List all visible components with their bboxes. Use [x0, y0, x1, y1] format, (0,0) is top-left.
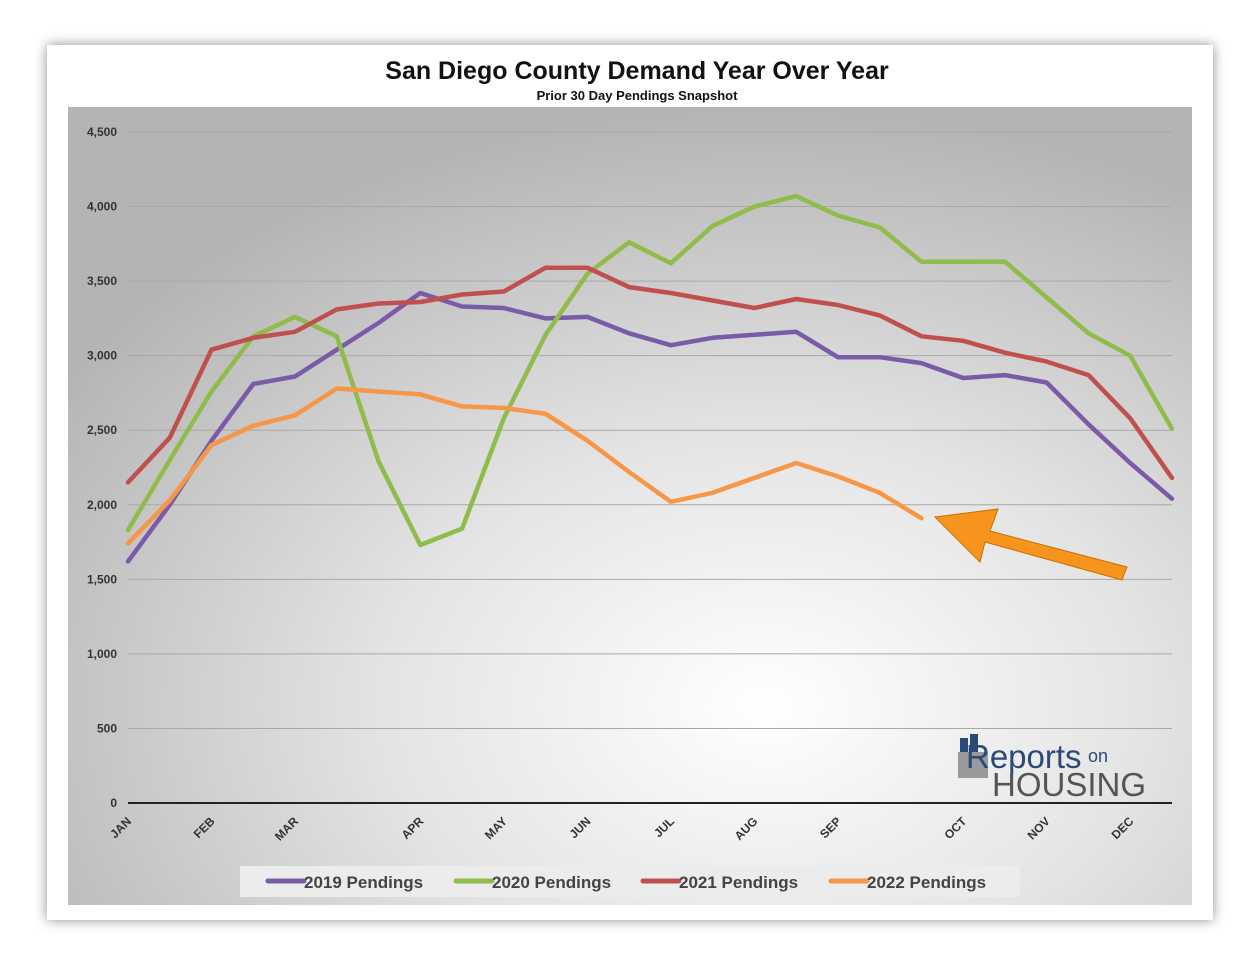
y-tick-label: 2,500	[87, 423, 117, 437]
annotation-arrow	[933, 508, 1128, 581]
y-tick-label: 1,500	[87, 572, 117, 586]
y-tick-label: 500	[97, 721, 117, 735]
logo-bar	[960, 738, 968, 752]
logo: Reports on HOUSING	[958, 734, 1146, 803]
logo-big: HOUSING	[992, 766, 1146, 803]
chart-title: San Diego County Demand Year Over Year	[385, 57, 889, 85]
series-line	[125, 290, 1175, 564]
y-tick-label: 4,500	[87, 125, 117, 139]
chart-subtitle: Prior 30 Day Pendings Snapshot	[537, 88, 738, 103]
lines	[125, 193, 1175, 564]
series-line	[125, 193, 1175, 548]
y-tick-label: 2,000	[87, 498, 117, 512]
legend: 2019 Pendings 2020 Pendings 2021 Pendings 2…	[265, 873, 986, 892]
logo-word: Reports	[966, 738, 1082, 775]
arrow	[933, 508, 1128, 581]
y-tick-label: 4,000	[87, 200, 117, 214]
logo-block	[958, 752, 988, 778]
y-tick-label: 0	[110, 796, 117, 810]
legend-label: 2019 Pendings	[304, 873, 423, 892]
legend-label: 2022 Pendings	[867, 873, 986, 892]
y-tick-label: 3,500	[87, 274, 117, 288]
y-tick-label: 3,000	[87, 349, 117, 363]
plot-background	[68, 107, 1192, 905]
legend-label: 2020 Pendings	[492, 873, 611, 892]
logo-bar	[970, 734, 978, 752]
legend-box	[240, 866, 1020, 897]
legend-label: 2021 Pendings	[679, 873, 798, 892]
series-line	[125, 265, 1175, 485]
y-tick-label: 1,000	[87, 647, 117, 661]
logo-small: on	[1088, 746, 1108, 766]
grid: 0 500 1,000 1,500 2,000 2,500 3,000 3,500 4,000 4…	[87, 125, 1172, 843]
series-line	[125, 386, 924, 546]
